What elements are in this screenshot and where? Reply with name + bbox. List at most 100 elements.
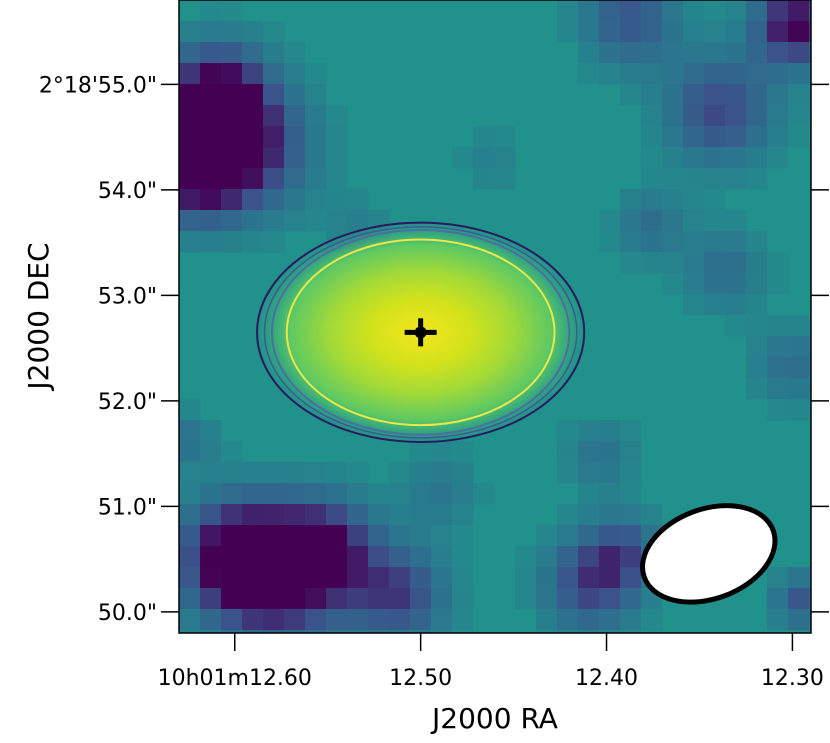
heatmap-pixel — [641, 609, 663, 631]
heatmap-pixel — [515, 588, 537, 610]
heatmap-pixel — [263, 525, 285, 547]
heatmap-pixel — [179, 504, 201, 526]
heatmap-pixel — [242, 504, 264, 526]
heatmap-pixel — [704, 63, 726, 85]
heatmap-pixel — [683, 294, 705, 316]
heatmap-pixel — [557, 504, 579, 526]
contour-lines — [256, 221, 586, 444]
heatmap-pixel — [725, 273, 747, 295]
heatmap-pixel — [305, 84, 327, 106]
heatmap-pixel — [179, 546, 201, 568]
heatmap-pixel — [725, 63, 747, 85]
heatmap-pixel — [599, 609, 621, 631]
heatmap-pixel — [242, 483, 264, 505]
heatmap-pixel — [620, 546, 642, 568]
heatmap-pixel — [284, 84, 306, 106]
heatmap-pixel — [284, 483, 306, 505]
heatmap-pixel — [662, 231, 684, 253]
heatmap-pixel — [641, 126, 663, 148]
heatmap-pixel — [809, 357, 811, 379]
beam-ellipse — [640, 503, 778, 605]
heatmap-pixel — [557, 462, 579, 484]
heatmap-pixel — [347, 567, 369, 589]
heatmap-pixel — [767, 42, 789, 64]
heatmap-pixel — [179, 567, 201, 589]
heatmap-pixel — [431, 546, 453, 568]
heatmap-pixel — [767, 84, 789, 106]
heatmap-pixel — [788, 357, 810, 379]
heatmap-pixel — [263, 189, 285, 211]
heatmap-pixel — [242, 105, 264, 127]
heatmap-pixel — [641, 252, 663, 274]
heatmap-pixel — [620, 189, 642, 211]
heatmap-pixel — [641, 42, 663, 64]
heatmap-pixel — [620, 588, 642, 610]
heatmap-pixel — [221, 483, 243, 505]
heatmap-pixel — [788, 609, 810, 631]
heatmap-pixel — [200, 0, 222, 22]
heatmap-pixel — [746, 315, 768, 337]
heatmap-pixel — [767, 567, 789, 589]
heatmap-pixel — [746, 42, 768, 64]
heatmap-pixel — [452, 462, 474, 484]
heatmap-pixel — [578, 546, 600, 568]
heatmap-pixel — [788, 315, 810, 337]
heatmap-pixel — [725, 21, 747, 43]
heatmap-pixel — [263, 63, 285, 85]
heatmap-pixel — [263, 567, 285, 589]
heatmap-pixel — [368, 525, 390, 547]
heatmap-pixel — [389, 504, 411, 526]
heatmap-pixel — [599, 630, 621, 633]
heatmap-pixel — [704, 42, 726, 64]
heatmap-pixel — [746, 126, 768, 148]
heatmap-pixel — [599, 588, 621, 610]
heatmap-pixel — [746, 357, 768, 379]
heatmap-pixel — [200, 441, 222, 463]
heatmap-pixel — [263, 126, 285, 148]
heatmap-pixel — [305, 504, 327, 526]
heatmap-pixel — [221, 63, 243, 85]
heatmap-pixel — [200, 609, 222, 631]
heatmap-pixel — [221, 609, 243, 631]
heatmap-pixel — [200, 210, 222, 232]
heatmap-pixel — [242, 189, 264, 211]
heatmap-pixel — [305, 147, 327, 169]
heatmap-pixel — [179, 21, 201, 43]
heatmap-pixel — [284, 168, 306, 190]
heatmap-pixel — [704, 147, 726, 169]
y-tick-label: 53.0" — [98, 284, 157, 309]
heatmap-pixel — [242, 42, 264, 64]
heatmap-pixel — [767, 315, 789, 337]
y-axis-title: J2000 DEC — [22, 242, 55, 391]
heatmap-pixel — [326, 609, 348, 631]
heatmap-pixel — [662, 168, 684, 190]
heatmap-pixel — [767, 252, 789, 274]
contour-inner — [285, 238, 556, 427]
heatmap-pixel — [221, 21, 243, 43]
heatmap-pixel — [704, 273, 726, 295]
heatmap-pixel — [599, 21, 621, 43]
heatmap-pixel — [263, 42, 285, 64]
plot-frame — [178, 0, 812, 634]
heatmap-pixel — [767, 357, 789, 379]
heatmap-pixel — [578, 441, 600, 463]
heatmap-pixel — [578, 567, 600, 589]
heatmap-pixel — [599, 504, 621, 526]
heatmap-pixel — [305, 546, 327, 568]
heatmap-pixel — [389, 483, 411, 505]
heatmap-pixel — [788, 336, 810, 358]
heatmap-pixel — [410, 504, 432, 526]
heatmap-pixel — [326, 189, 348, 211]
heatmap-pixel — [599, 0, 621, 22]
heatmap-pixel — [767, 399, 789, 421]
heatmap-pixel — [221, 441, 243, 463]
heatmap-pixel — [599, 420, 621, 442]
heatmap-pixel — [305, 462, 327, 484]
heatmap-pixel — [410, 588, 432, 610]
heatmap-pixel — [704, 168, 726, 190]
heatmap-pixel — [368, 567, 390, 589]
heatmap-pixel — [200, 546, 222, 568]
heatmap-pixel — [578, 63, 600, 85]
heatmap-pixel — [410, 630, 432, 633]
heatmap-pixel — [431, 588, 453, 610]
